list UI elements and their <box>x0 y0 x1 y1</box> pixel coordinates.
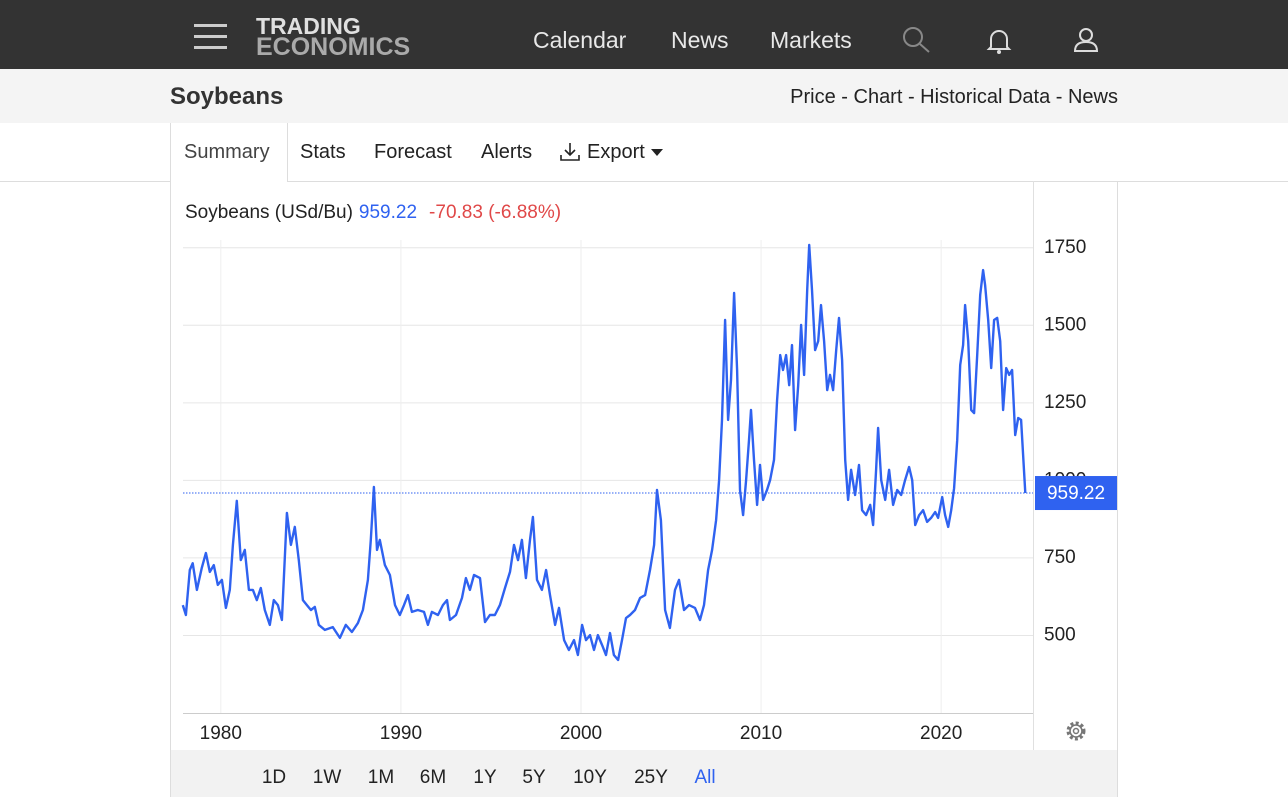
y-tick-label: 1500 <box>1044 314 1086 335</box>
current-price-box <box>1035 476 1117 511</box>
x-tick-label: 2010 <box>740 723 782 744</box>
legend-name: Soybeans (USd/Bu) <box>185 202 353 223</box>
bell-icon[interactable] <box>986 27 1012 55</box>
range-button[interactable]: 5Y <box>522 767 546 788</box>
y-tick-label: 1250 <box>1044 392 1086 413</box>
price-line <box>181 243 1027 662</box>
y-tick-label: 750 <box>1044 547 1076 568</box>
nav-link[interactable]: News <box>671 27 729 53</box>
nav-link[interactable]: Calendar <box>533 27 627 53</box>
sub-bar: Soybeans Price - Chart - Historical Data… <box>0 69 1288 123</box>
x-tick-label: 1980 <box>200 723 242 744</box>
range-button[interactable]: 1Y <box>473 767 497 788</box>
nav-link[interactable]: Markets <box>770 27 852 53</box>
search-icon[interactable] <box>902 26 932 54</box>
dropdown-caret <box>651 149 663 156</box>
logo[interactable]: TRADING ECONOMICS <box>256 13 411 61</box>
tab[interactable]: Stats <box>300 141 346 163</box>
tab[interactable]: Alerts <box>481 141 533 163</box>
y-tick-label: 500 <box>1044 624 1076 645</box>
tab[interactable]: Forecast <box>374 141 452 163</box>
range-button[interactable]: 6M <box>420 767 446 788</box>
logo-line: TRADING <box>256 13 361 39</box>
legend: Soybeans (USd/Bu) 959.22 -70.83 (-6.88%) <box>185 202 561 223</box>
tab[interactable]: Export <box>587 141 645 163</box>
tab[interactable]: Summary <box>184 141 270 163</box>
range-button[interactable]: All <box>694 767 715 788</box>
x-tick-label: 1990 <box>380 723 422 744</box>
y-tick-label: 1750 <box>1044 237 1086 258</box>
user-icon[interactable] <box>1072 26 1100 54</box>
x-tick-label: 2000 <box>560 723 602 744</box>
x-tick-label: 2020 <box>920 723 962 744</box>
page-title: Soybeans <box>170 83 284 110</box>
settings-icon[interactable] <box>1066 721 1086 741</box>
download-icon <box>560 143 580 161</box>
range-button[interactable]: 1W <box>313 767 342 788</box>
range-button[interactable]: 1D <box>262 767 286 788</box>
legend-price: 959.22 <box>359 202 417 223</box>
active-tab-box <box>170 123 288 182</box>
range-bar <box>171 750 1117 797</box>
breadcrumbs[interactable]: Price - Chart - Historical Data - News <box>790 86 1118 108</box>
legend-change: -70.83 (-6.88%) <box>429 202 561 223</box>
range-button[interactable]: 25Y <box>634 767 668 788</box>
logo-line: ECONOMICS <box>256 33 411 61</box>
tab-bar <box>0 123 1288 182</box>
range-button[interactable]: 10Y <box>573 767 607 788</box>
range-button[interactable]: 1M <box>368 767 394 788</box>
current-price-label: 959.22 <box>1047 483 1105 504</box>
top-bar: TRADING ECONOMICS Calendar News Markets <box>0 0 1288 69</box>
menu-icon[interactable] <box>194 24 228 50</box>
